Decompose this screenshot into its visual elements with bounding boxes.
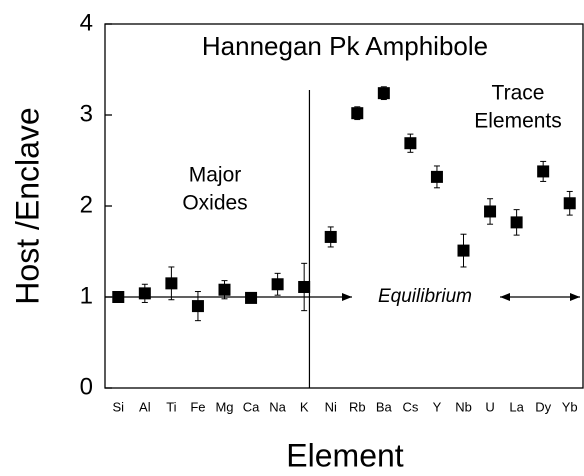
marker	[537, 165, 550, 178]
x-tick-label: Y	[433, 399, 442, 414]
marker	[324, 230, 337, 243]
x-tick-label: Dy	[535, 399, 551, 414]
marker	[218, 283, 231, 296]
marker	[138, 287, 151, 300]
x-tick-label: Cs	[402, 399, 418, 414]
annotation: Elements	[474, 110, 562, 133]
annotation: Major	[189, 164, 242, 187]
marker	[510, 216, 523, 229]
marker	[377, 87, 390, 100]
marker	[563, 197, 576, 210]
marker	[112, 291, 125, 303]
arrowhead	[500, 293, 510, 301]
y-tick-label: 3	[80, 100, 93, 127]
x-tick-label: Al	[139, 399, 151, 414]
marker	[430, 170, 443, 183]
marker	[245, 291, 258, 304]
x-tick-label: Ba	[376, 399, 393, 414]
x-tick-label: La	[509, 399, 524, 414]
annotation: Equilibrium	[378, 286, 472, 307]
arrowhead	[342, 293, 352, 301]
chart-title: Hannegan Pk Amphibole	[202, 31, 488, 61]
x-tick-label: Ti	[166, 399, 176, 414]
x-axis-label: Element	[286, 437, 404, 473]
marker	[298, 280, 311, 293]
marker	[191, 300, 204, 313]
x-tick-label: K	[300, 399, 309, 414]
y-tick-label: 4	[80, 9, 93, 36]
y-tick-label: 2	[80, 191, 93, 218]
y-tick-label: 1	[80, 282, 93, 309]
annotation: Trace	[492, 82, 545, 105]
x-tick-label: U	[485, 399, 494, 414]
annotation: Oxides	[182, 192, 247, 215]
y-axis-label: Host /Enclave	[9, 107, 45, 304]
x-tick-label: Nb	[455, 399, 472, 414]
marker	[404, 137, 417, 150]
x-tick-label: Fe	[190, 399, 205, 414]
x-tick-label: Na	[269, 399, 286, 414]
arrowhead	[570, 293, 580, 301]
marker	[484, 205, 497, 218]
x-tick-label: Yb	[562, 399, 578, 414]
x-tick-label: Ca	[243, 399, 260, 414]
marker	[271, 278, 284, 291]
x-tick-label: Si	[112, 399, 124, 414]
x-tick-label: Rb	[349, 399, 366, 414]
x-tick-label: Ni	[325, 399, 337, 414]
y-tick-label: 0	[80, 373, 93, 400]
marker	[351, 107, 364, 120]
marker	[165, 277, 178, 290]
marker	[457, 244, 470, 257]
x-tick-label: Mg	[215, 399, 233, 414]
